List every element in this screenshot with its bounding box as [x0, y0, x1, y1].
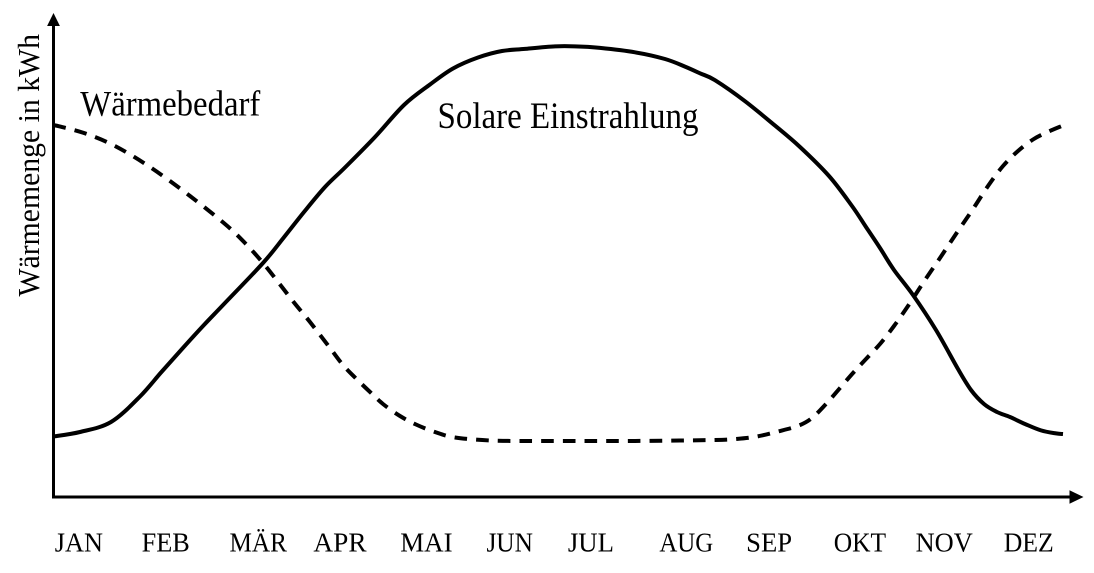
svg-text:APR: APR	[313, 528, 366, 558]
svg-text:MAI: MAI	[400, 528, 452, 558]
svg-text:AUG: AUG	[659, 528, 713, 558]
svg-text:FEB: FEB	[142, 528, 190, 558]
svg-text:SEP: SEP	[746, 528, 792, 558]
svg-text:MÄR: MÄR	[230, 528, 287, 558]
svg-text:Wärmebedarf: Wärmebedarf	[80, 84, 260, 124]
svg-text:Wärmemenge in kWh: Wärmemenge in kWh	[11, 34, 46, 297]
svg-text:JUN: JUN	[486, 528, 533, 558]
svg-text:DEZ: DEZ	[1004, 528, 1054, 558]
svg-text:JUL: JUL	[568, 528, 614, 558]
svg-text:NOV: NOV	[916, 528, 974, 558]
svg-text:OKT: OKT	[834, 528, 887, 558]
svg-text:Solare Einstrahlung: Solare Einstrahlung	[438, 95, 699, 136]
svg-text:JAN: JAN	[55, 528, 103, 558]
